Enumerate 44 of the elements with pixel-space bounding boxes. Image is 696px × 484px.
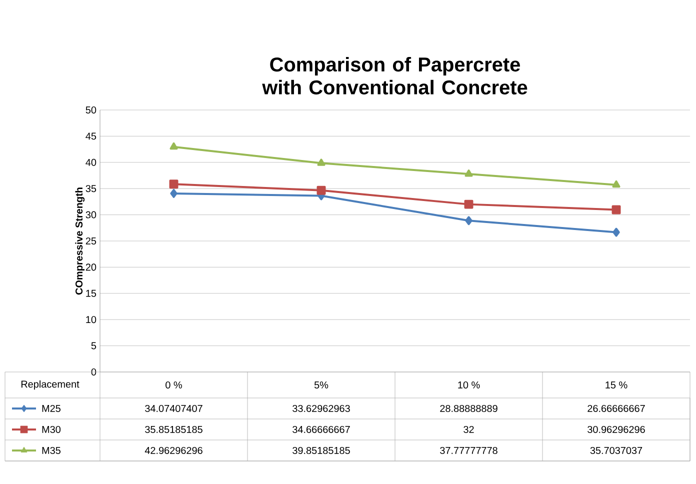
legend-label: M35 — [42, 446, 60, 454]
legend-label: M25 — [42, 404, 60, 412]
data-label: 39.85185185 — [292, 446, 350, 454]
y-tick-label: 45 — [86, 132, 96, 140]
data-label: 32 — [464, 426, 474, 434]
data-label: 33.62962963 — [292, 404, 350, 412]
y-tick-label: 5 — [91, 342, 96, 350]
point — [612, 228, 620, 237]
x-axis-title: Replacement — [21, 380, 80, 390]
point — [612, 205, 621, 214]
point — [465, 216, 472, 226]
point — [464, 170, 473, 177]
y-tick-label: 35 — [86, 185, 96, 192]
data-label: 34.07407407 — [145, 404, 202, 412]
point — [612, 180, 620, 188]
point — [170, 188, 178, 198]
y-tick-label: 0 — [91, 368, 96, 376]
y-tick-label: 50 — [86, 106, 96, 114]
data-label: 37.77777778 — [440, 446, 498, 454]
x-tick-label: 10 % — [458, 381, 480, 389]
x-tick-label: 15 % — [606, 381, 628, 388]
data-label: 34.66666667 — [292, 426, 350, 434]
chart-title: Comparison of Papercrete with Conventional Concrete — [262, 56, 528, 94]
y-tick-label: 30 — [86, 211, 96, 218]
data-label: 30.96296296 — [588, 426, 645, 434]
y-tick-label: 40 — [86, 158, 96, 166]
x-tick-label: 5% — [314, 381, 328, 388]
data-label: 26.66666667 — [588, 404, 645, 412]
y-tick-label: 25 — [86, 237, 96, 245]
point — [316, 186, 326, 195]
data-label: 35.7037037 — [590, 446, 642, 454]
point — [464, 200, 474, 209]
data-label: 28.88888889 — [440, 404, 498, 412]
y-tick-label: 20 — [86, 264, 96, 271]
y-tick-label: 10 — [86, 316, 96, 324]
point — [170, 142, 178, 150]
point — [317, 158, 326, 166]
data-label: 42.96296296 — [144, 446, 202, 454]
point — [169, 180, 178, 189]
y-tick-label: 15 — [86, 290, 96, 297]
y-axis-title: COmpressive Strength — [75, 188, 85, 295]
data-label: 35.85185185 — [145, 426, 202, 434]
legend-label: M30 — [42, 426, 61, 434]
x-tick-label: 0 % — [166, 381, 182, 389]
